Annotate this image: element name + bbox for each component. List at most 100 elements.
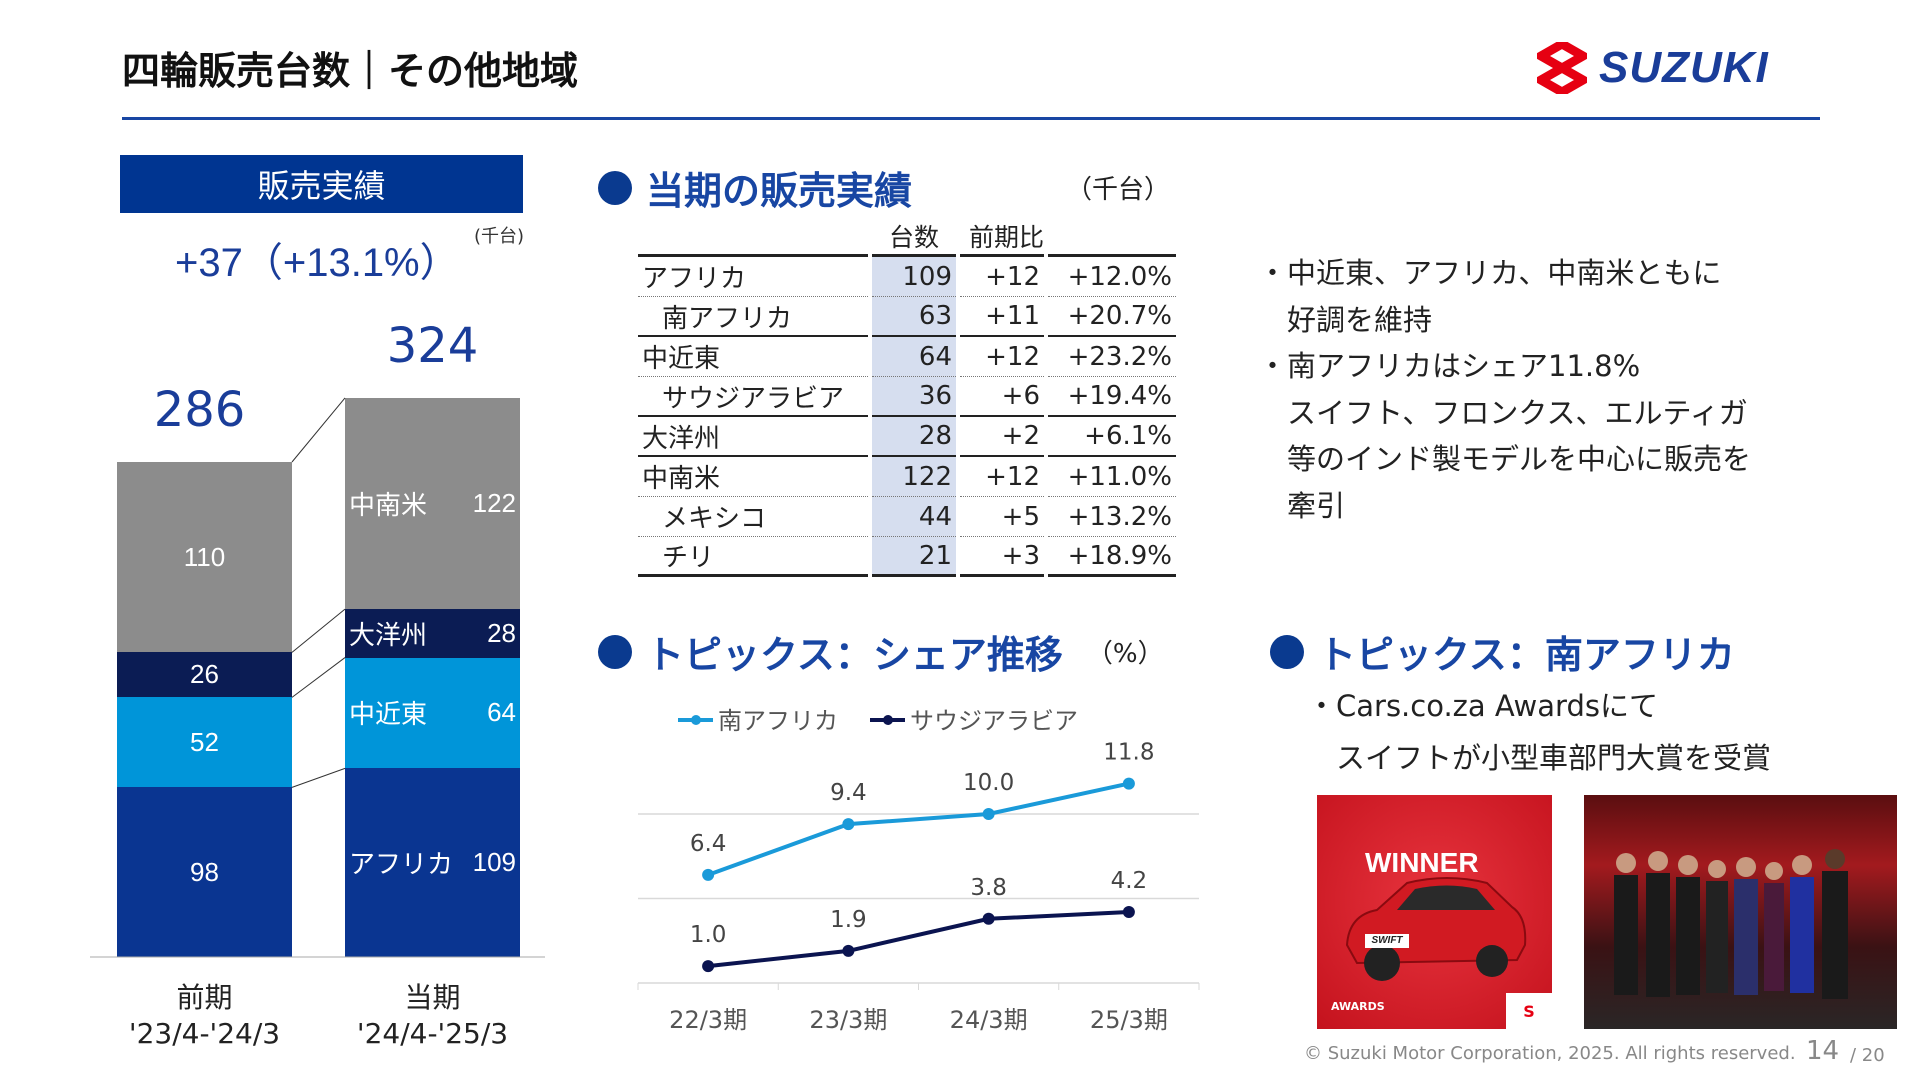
bullet-icon (598, 634, 632, 669)
units-cell: 36 (872, 377, 956, 417)
share-unit: （%） (1086, 639, 1164, 669)
segment-label: 大洋州 (349, 619, 428, 650)
suzuki-s-icon (1537, 42, 1587, 94)
period-name: 当期 (404, 981, 461, 1014)
sa-line: スイフトが小型車部門大賞を受賞 (1307, 741, 1772, 775)
x-tick-label: 24/3期 (950, 1006, 1028, 1034)
pct-cell: +18.9% (1048, 537, 1176, 577)
data-point (702, 960, 715, 973)
connector-line (291, 657, 346, 698)
period-label: 当期 '24/4-'25/3 (357, 980, 508, 1052)
stacked-bar-chart: 98 52 26 110 286 前期 '23/4-'24/3 アフリカ 109 中近東 64 大洋州… (0, 0, 560, 1080)
segment-value: 52 (190, 726, 219, 757)
x-tick-label: 25/3期 (1090, 1006, 1168, 1034)
legend-marker (883, 715, 893, 725)
table-row: 南アフリカ 63 +11 +20.7% (638, 297, 1176, 337)
bar-total: 286 (153, 382, 246, 438)
period-range: '24/4-'25/3 (356, 1017, 509, 1050)
data-label: 1.9 (830, 907, 867, 933)
units-cell: 109 (872, 257, 956, 297)
diff-cell: +5 (960, 497, 1044, 537)
note-line: ・中近東、アフリカ、中南米ともに (1258, 256, 1722, 290)
region-cell: 南アフリカ (638, 297, 868, 337)
region-cell: 大洋州 (638, 417, 868, 457)
segment-value: 98 (190, 856, 219, 887)
table-row: 中近東 64 +12 +23.2% (638, 337, 1176, 377)
x-tick-label: 22/3期 (669, 1006, 747, 1034)
region-cell: チリ (638, 537, 868, 577)
diff-cell: +12 (960, 457, 1044, 497)
data-point (1122, 906, 1135, 919)
pct-cell: +19.4% (1048, 377, 1176, 417)
col-header (638, 218, 868, 257)
bar-connectors (90, 397, 545, 958)
table-row: 中南米 122 +12 +11.0% (638, 457, 1176, 497)
award-ceremony-photo (1584, 795, 1897, 1029)
data-label: 1.0 (690, 922, 727, 948)
data-label: 3.8 (970, 875, 1007, 901)
sa-line: ・Cars.co.za Awardsにて (1307, 689, 1658, 723)
note-line: 好調を維持 (1258, 302, 1433, 337)
header-divider (122, 117, 1820, 120)
bar-segment-previous: 110 (117, 462, 292, 653)
diff-cell: +12 (960, 257, 1044, 297)
period-label: 前期 '23/4-'24/3 (129, 980, 280, 1052)
data-point (1122, 777, 1135, 790)
units-cell: 122 (872, 457, 956, 497)
current-sales-title-text: 当期の販売実績 (646, 169, 913, 213)
col-header-yoy: 前期比 (960, 218, 1044, 257)
diff-cell: +12 (960, 337, 1044, 377)
diff-cell: +11 (960, 297, 1044, 337)
pct-cell: +20.7% (1048, 297, 1176, 337)
pct-cell: +12.0% (1048, 257, 1176, 297)
south-africa-text: ・Cars.co.za Awardsにて スイフトが小型車部門大賞を受賞 (1307, 680, 1771, 784)
units-cell: 64 (872, 337, 956, 377)
segment-label: アフリカ (349, 849, 454, 880)
south-africa-title: トピックス：南アフリカ (1270, 624, 1735, 679)
share-title-text: トピックス：シェア推移 (646, 633, 1063, 677)
bar-segment-previous: 98 (117, 787, 292, 957)
current-sales-unit: （千台） (1066, 175, 1171, 205)
segment-value: 28 (487, 617, 516, 648)
page-total: / 20 (1850, 1045, 1885, 1066)
winner-text: WINNER (1365, 847, 1479, 878)
note-line: スイフト、フロンクス、エルティガ (1258, 395, 1748, 430)
segment-label: 中近東 (349, 699, 428, 730)
notes-list: ・中近東、アフリカ、中南米ともに 好調を維持 ・南アフリカはシェア11.8% ス… (1258, 250, 1751, 529)
period-name: 前期 (176, 981, 233, 1014)
note-line: 等のインド製モデルを中心に販売を (1258, 442, 1752, 476)
region-cell: サウジアラビア (638, 377, 868, 417)
data-label: 6.4 (690, 831, 727, 857)
awards-text: AWARDS (1331, 1000, 1385, 1013)
data-point (982, 808, 995, 820)
copyright: © Suzuki Motor Corporation, 2025. All ri… (1304, 1043, 1796, 1064)
current-sales-table: 台数 前期比 アフリカ 109 +12 +12.0% 南アフリカ 63 +11 +20.7% 中… (634, 218, 1180, 577)
data-point (842, 944, 855, 957)
segment-value: 26 (190, 659, 219, 690)
bar-segment-current: 中南米 122 (345, 397, 520, 610)
diff-cell: +3 (960, 537, 1044, 577)
segment-value: 109 (472, 847, 516, 878)
table-row: サウジアラビア 36 +6 +19.4% (638, 377, 1176, 417)
region-cell: 中南米 (638, 457, 868, 497)
legend-marker (691, 715, 701, 725)
x-tick-label: 23/3期 (809, 1006, 887, 1034)
segment-label: 中南米 (349, 490, 428, 521)
segment-value: 110 (183, 541, 226, 572)
units-cell: 44 (872, 497, 956, 537)
bullet-icon (1270, 634, 1304, 669)
connector-line (291, 767, 346, 788)
series-line-0 (707, 781, 1130, 877)
data-point (842, 818, 855, 831)
series-line-1 (707, 910, 1129, 969)
logo-text: SUZUKI (1599, 43, 1769, 92)
table-row: チリ 21 +3 +18.9% (638, 537, 1176, 577)
car-illustration (1345, 877, 1527, 981)
segment-value: 64 (487, 697, 516, 728)
region-cell: 中近東 (638, 337, 868, 377)
pct-cell: +13.2% (1048, 497, 1176, 537)
connector-line (291, 608, 346, 653)
bullet-icon (598, 170, 632, 205)
people-silhouettes (1614, 849, 1848, 999)
diff-cell: +6 (960, 377, 1044, 417)
